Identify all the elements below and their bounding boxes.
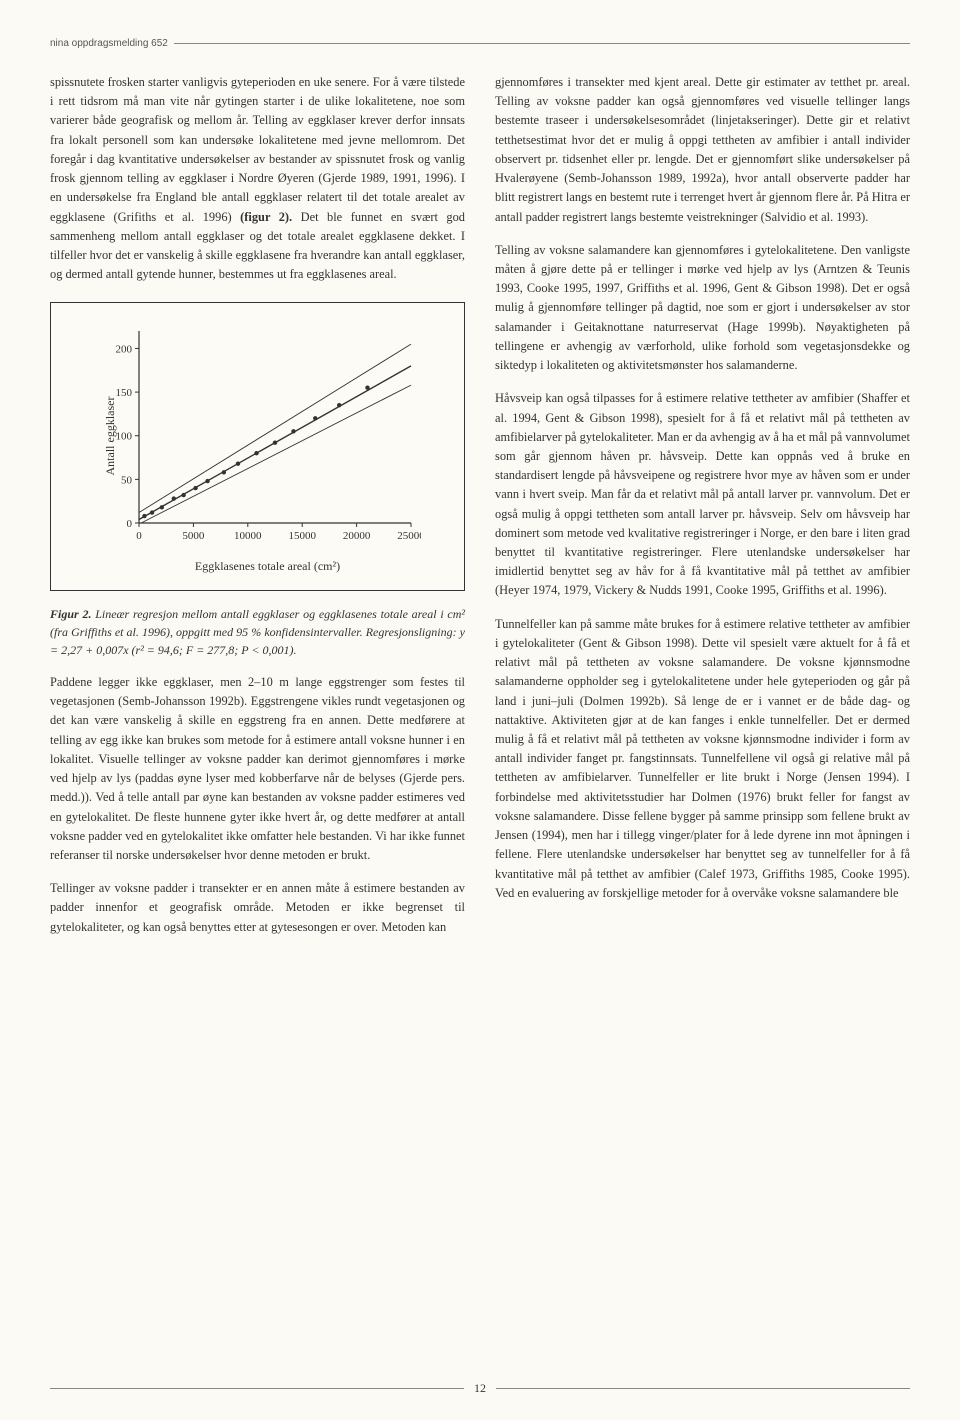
chart-area: Antall eggklaser 05010015020005000100001… xyxy=(101,321,450,551)
svg-text:15000: 15000 xyxy=(288,530,316,542)
svg-text:10000: 10000 xyxy=(234,530,262,542)
svg-text:0: 0 xyxy=(136,530,142,542)
y-axis-label: Antall eggklaser xyxy=(101,397,120,476)
text: spissnutete frosken starter vanligvis gy… xyxy=(50,75,465,224)
svg-text:25000: 25000 xyxy=(397,530,421,542)
footer-rule-right xyxy=(496,1388,910,1389)
svg-text:0: 0 xyxy=(127,518,133,530)
header: nina oppdragsmelding 652 xyxy=(50,38,910,49)
left-column: spissnutete frosken starter vanligvis gy… xyxy=(50,73,465,951)
footer: 12 xyxy=(50,1381,910,1396)
right-para-3: Håvsveip kan også tilpasses for å estime… xyxy=(495,389,910,600)
figure-caption: Figur 2. Lineær regresjon mellom antall … xyxy=(50,605,465,659)
scatter-chart: 0501001502000500010000150002000025000 xyxy=(101,321,421,551)
svg-text:50: 50 xyxy=(121,475,133,487)
header-label: nina oppdragsmelding 652 xyxy=(50,38,168,49)
caption-label: Figur 2. xyxy=(50,607,91,621)
footer-rule-left xyxy=(50,1388,464,1389)
right-column: gjennomføres i transekter med kjent area… xyxy=(495,73,910,951)
caption-text: Lineær regresjon mellom antall eggklaser… xyxy=(50,607,465,657)
figure-2: Antall eggklaser 05010015020005000100001… xyxy=(50,302,465,591)
figure-ref: (figur 2). xyxy=(240,210,292,224)
header-rule xyxy=(174,43,910,44)
left-para-2: Paddene legger ikke eggklaser, men 2–10 … xyxy=(50,673,465,865)
svg-text:200: 200 xyxy=(116,344,133,356)
left-para-1: spissnutete frosken starter vanligvis gy… xyxy=(50,73,465,284)
right-para-4: Tunnelfeller kan på samme måte brukes fo… xyxy=(495,615,910,903)
svg-text:20000: 20000 xyxy=(343,530,371,542)
right-para-1: gjennomføres i transekter med kjent area… xyxy=(495,73,910,227)
content-columns: spissnutete frosken starter vanligvis gy… xyxy=(50,73,910,951)
right-para-2: Telling av voksne salamandere kan gjenno… xyxy=(495,241,910,376)
x-axis-label: Eggklasenes totale areal (cm²) xyxy=(85,557,450,576)
left-para-3: Tellinger av voksne padder i transekter … xyxy=(50,879,465,937)
page-number: 12 xyxy=(464,1381,496,1396)
svg-text:5000: 5000 xyxy=(182,530,205,542)
